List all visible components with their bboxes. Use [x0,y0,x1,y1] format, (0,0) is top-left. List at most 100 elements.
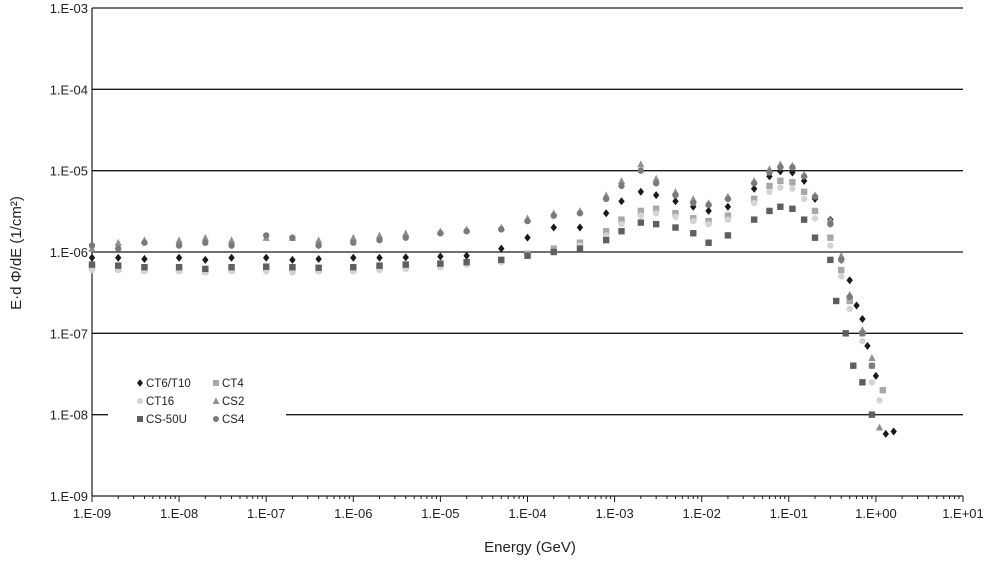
x-tick-label: 1.E-03 [595,506,633,521]
data-point [289,255,296,264]
x-axis-title: Energy (GeV) [484,539,576,556]
data-point [811,234,819,241]
data-point [88,253,96,262]
legend-marker [137,379,143,387]
data-point [827,234,834,241]
data-point [115,245,122,252]
data-point [315,242,322,249]
data-point [868,354,876,362]
data-point [315,236,323,244]
data-point [463,228,470,235]
data-point [315,264,322,271]
legend-marker [137,398,143,404]
data-point [201,233,209,241]
data-point [289,264,296,271]
data-point [115,262,122,269]
data-point [498,226,505,233]
data-point [832,297,840,305]
y-tick-label: 1.E-08 [50,408,88,423]
data-point [868,411,876,418]
legend-marker [213,380,219,386]
data-point [789,179,796,186]
data-point [263,253,270,262]
axes [91,8,964,502]
data-point [859,330,866,337]
data-point [463,258,470,266]
data-point [652,220,660,228]
series-ct16 [88,184,883,404]
data-series [88,160,897,438]
data-point [864,341,871,350]
data-point [800,216,808,223]
data-point [228,264,235,271]
x-tick-label: 1.E+00 [855,506,897,521]
data-point [263,263,270,270]
y-tick-label: 1.E-03 [50,1,88,16]
data-point [690,230,697,237]
data-point [576,209,584,217]
data-point [750,216,758,223]
data-point [672,224,679,231]
data-point [141,255,148,264]
data-point [175,253,183,262]
data-point [550,248,557,256]
x-tick-labels: 1.E-09 1.E-08 1.E-07 1.E-06 1.E-05 1.E-04 1.E-… [73,506,984,521]
data-point [618,197,625,206]
data-point [777,184,784,191]
data-point [617,177,626,185]
data-point [800,173,808,180]
data-point [672,191,679,199]
data-point [602,236,610,244]
data-point [766,182,773,190]
data-point [524,233,531,242]
data-point [879,386,886,394]
data-point [837,251,845,259]
data-point [350,239,357,246]
legend-label: CT4 [222,378,244,390]
data-point [141,239,148,246]
x-tick-label: 1.E-01 [770,506,808,521]
data-point [114,238,122,246]
y-axis-title: E·d Φ/dE (1/cm²) [8,196,25,310]
x-tick-label: 1.E-05 [421,506,459,521]
data-point [811,207,819,215]
data-point [789,205,796,212]
data-point [618,182,625,190]
data-point [672,213,679,221]
data-point [350,253,357,262]
x-tick-label: 1.E+01 [942,506,984,521]
data-point [827,242,834,249]
data-point [890,427,897,436]
data-point [811,215,819,222]
data-point [705,206,712,215]
data-point [850,362,857,369]
data-point [800,188,808,195]
data-point [637,212,645,219]
data-point [789,168,796,177]
data-point [618,228,625,235]
data-point [652,180,660,187]
data-point [672,197,679,206]
data-point [859,315,866,324]
y-tick-label: 1.E-09 [50,489,88,504]
data-point [875,423,884,431]
data-point [349,233,357,241]
data-point [800,195,808,203]
legend-label: CS-50U [146,414,187,426]
data-point [705,220,712,228]
data-point [498,256,505,264]
legend-label: CT6/T10 [146,378,191,390]
data-point [618,220,625,228]
data-point [750,180,758,187]
data-point [637,167,645,174]
data-point [637,187,645,196]
data-point [838,256,845,264]
data-point [777,164,784,171]
data-point [652,205,660,212]
legend-marker [137,416,143,422]
data-point [437,230,444,237]
data-point [827,256,834,264]
data-point [88,266,96,274]
data-point [437,260,444,267]
series-cs-50u [88,203,876,418]
